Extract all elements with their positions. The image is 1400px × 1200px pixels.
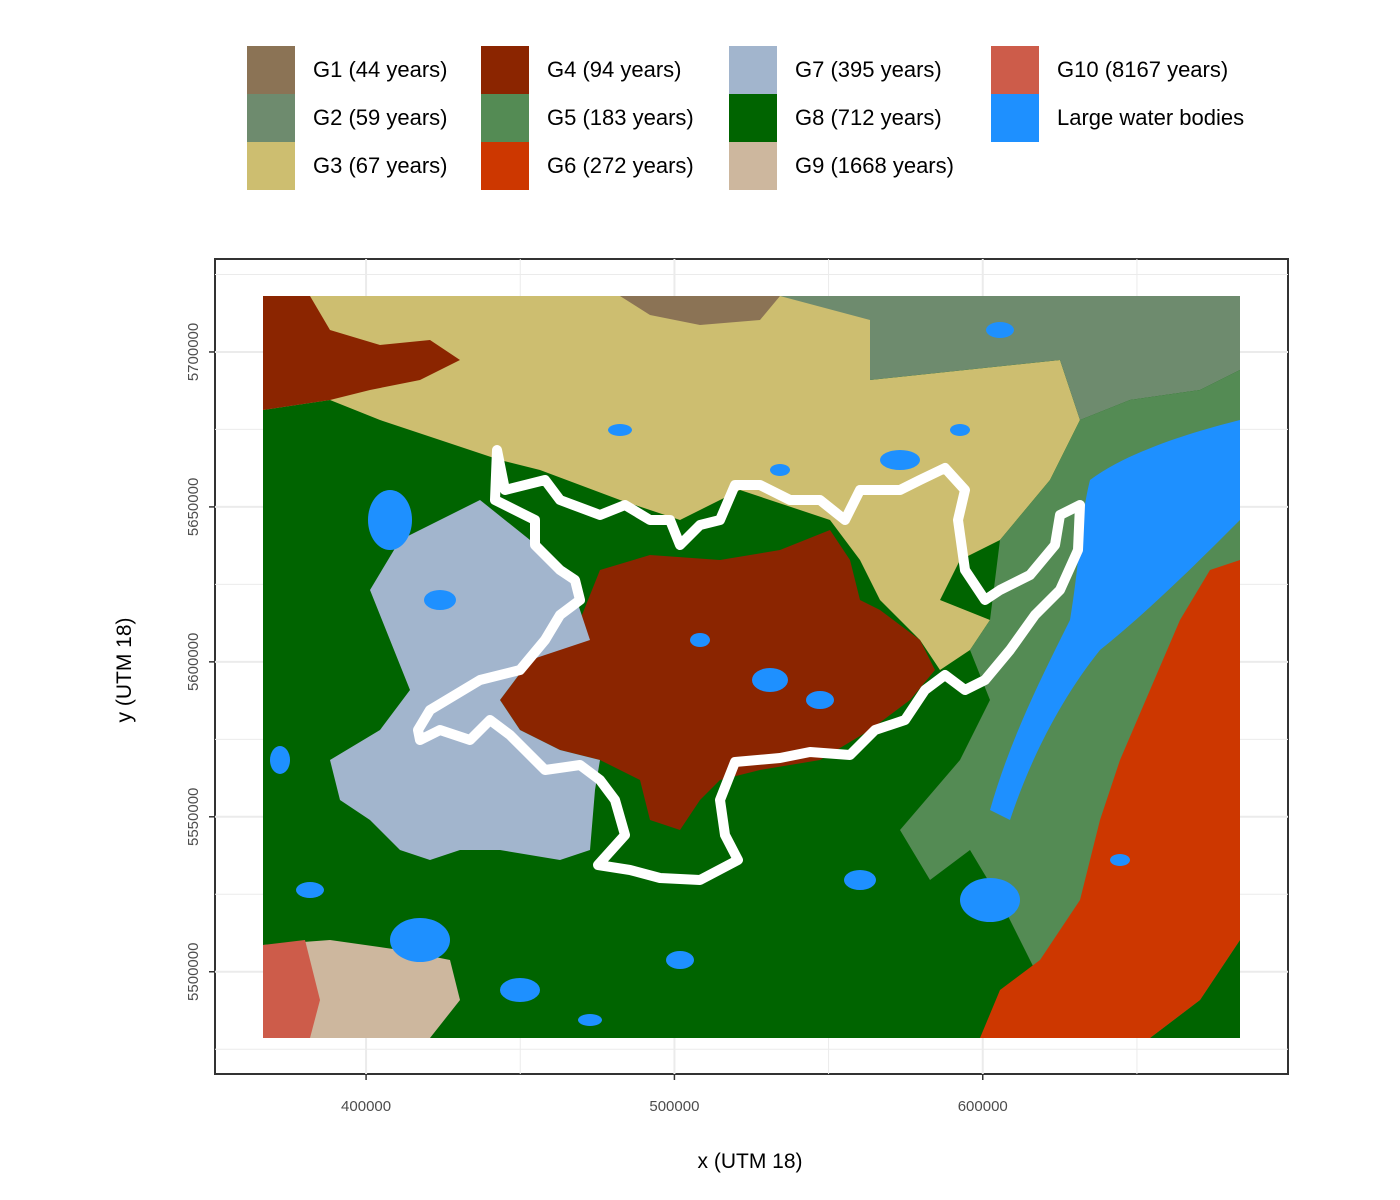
legend-label: G1 (44 years) bbox=[313, 57, 448, 82]
y-tick-label: 5500000 bbox=[185, 943, 202, 1001]
region-g7 bbox=[330, 500, 600, 860]
y-tick-label: 5700000 bbox=[185, 323, 202, 381]
y-axis: 5500000 5550000 5600000 5650000 5700000 bbox=[185, 323, 215, 1001]
region-g10 bbox=[263, 940, 320, 1038]
region-g1 bbox=[620, 296, 780, 325]
legend-item: G6 (272 years) bbox=[481, 142, 694, 190]
x-axis: 400000 500000 600000 bbox=[341, 1074, 1008, 1115]
x-axis-title: x (UTM 18) bbox=[697, 1150, 803, 1173]
legend-swatch bbox=[991, 46, 1039, 94]
legend-item: G10 (8167 years) bbox=[991, 46, 1228, 94]
y-axis-title: y (UTM 18) bbox=[113, 617, 136, 723]
legend: G1 (44 years) G2 (59 years) G3 (67 years) G… bbox=[0, 0, 1400, 200]
legend-item: G7 (395 years) bbox=[729, 46, 942, 94]
raster-map bbox=[263, 296, 1240, 1038]
x-tick-label: 400000 bbox=[341, 1098, 391, 1115]
region-g4-north bbox=[263, 296, 460, 410]
legend-label: Large water bodies bbox=[1057, 105, 1245, 130]
legend-label: G10 (8167 years) bbox=[1057, 57, 1229, 82]
region-g6 bbox=[980, 560, 1240, 1038]
legend-item: G3 (67 years) bbox=[247, 142, 448, 190]
legend-item: G5 (183 years) bbox=[481, 94, 694, 142]
legend-label: G7 (395 years) bbox=[795, 57, 942, 82]
legend-swatch bbox=[729, 94, 777, 142]
legend-label: G4 (94 years) bbox=[547, 57, 682, 82]
legend-swatch bbox=[991, 94, 1039, 142]
region-g3 bbox=[263, 296, 1080, 670]
y-tick-label: 5650000 bbox=[185, 478, 202, 536]
legend-label: G9 (1668 years) bbox=[795, 153, 954, 178]
legend-label: G2 (59 years) bbox=[313, 105, 448, 130]
water-bodies bbox=[270, 322, 1240, 1026]
x-tick-label: 500000 bbox=[649, 1098, 699, 1115]
legend-item: G4 (94 years) bbox=[481, 46, 682, 94]
legend-swatch bbox=[481, 142, 529, 190]
legend-swatch bbox=[481, 46, 529, 94]
legend-label: G8 (712 years) bbox=[795, 105, 942, 130]
legend-label: G6 (272 years) bbox=[547, 153, 694, 178]
y-tick-label: 5600000 bbox=[185, 633, 202, 691]
legend-label: G3 (67 years) bbox=[313, 153, 448, 178]
region-g2 bbox=[780, 296, 1240, 420]
legend-swatch bbox=[729, 46, 777, 94]
legend-item: G9 (1668 years) bbox=[729, 142, 954, 190]
y-tick-label: 5550000 bbox=[185, 788, 202, 846]
legend-swatch bbox=[729, 142, 777, 190]
x-tick-label: 600000 bbox=[958, 1098, 1008, 1115]
legend-swatch bbox=[247, 46, 295, 94]
legend-item: G1 (44 years) bbox=[247, 46, 448, 94]
legend-item: Large water bodies bbox=[991, 94, 1244, 142]
legend-item: G8 (712 years) bbox=[729, 94, 942, 142]
legend-label: G5 (183 years) bbox=[547, 105, 694, 130]
study-area-boundary bbox=[413, 445, 1085, 885]
legend-item: G2 (59 years) bbox=[247, 94, 448, 142]
legend-swatch bbox=[247, 142, 295, 190]
legend-swatch bbox=[247, 94, 295, 142]
legend-swatch bbox=[481, 94, 529, 142]
